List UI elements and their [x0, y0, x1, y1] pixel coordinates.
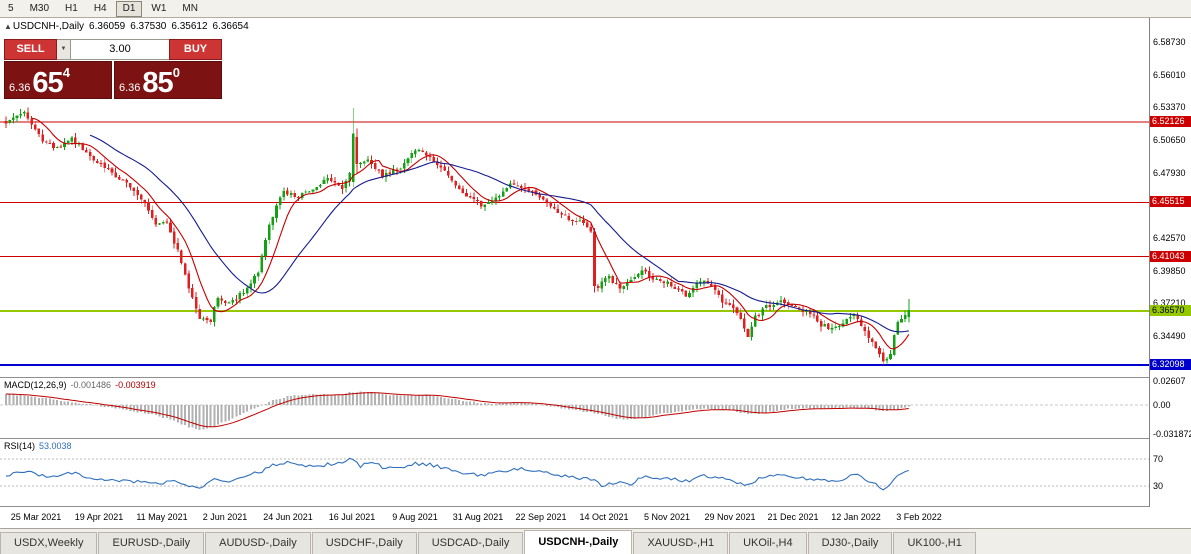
one-click-trading-panel: SELL ▼ 3.00 BUY 6.36 65 4 6.36 85 0: [4, 39, 222, 99]
dropdown-arrow-icon: ▼: [60, 46, 67, 52]
time-axis-label: 5 Nov 2021: [643, 512, 691, 522]
timeframe-button-mn[interactable]: MN: [182, 2, 198, 14]
price-axis-tick: 6.39850: [1153, 266, 1186, 276]
price-axis[interactable]: 6.58730 6.56010 6.53370 6.50650 6.47930 6.425…: [1149, 18, 1191, 507]
timeframe-button-h1[interactable]: H1: [65, 2, 78, 14]
price-axis-tick: 6.42570: [1153, 233, 1186, 243]
timeframe-button-d1[interactable]: D1: [115, 0, 143, 17]
tab-dj30-daily[interactable]: DJ30-,Daily: [807, 532, 893, 554]
panel-splitter[interactable]: [0, 438, 1191, 439]
rsi-axis-tick: 30: [1153, 481, 1164, 491]
time-axis-label: 14 Oct 2021: [579, 512, 629, 522]
chart-symbol-label: USDCNH-,Daily: [12, 21, 85, 32]
chart-title: ▲USDCNH-,Daily 6.36059 6.37530 6.35612 6.366…: [4, 21, 249, 32]
macd-name: MACD(12,26,9): [4, 380, 67, 390]
macd-panel[interactable]: MACD(12,26,9) -0.001486 -0.003919: [0, 378, 1149, 438]
rsi-chart: [0, 457, 1149, 491]
buy-button[interactable]: BUY: [169, 39, 222, 60]
macd-signal-line: [5, 392, 909, 428]
candlestick-chart[interactable]: [0, 18, 1149, 377]
rsi-name: RSI(14): [4, 441, 36, 451]
buy-price-point: 0: [172, 65, 180, 80]
macd-axis-tick: -0.031872: [1153, 429, 1191, 439]
rsi-label: RSI(14) 53.0038: [4, 441, 76, 451]
time-axis-label: 19 Apr 2021: [74, 512, 124, 522]
macd-label: MACD(12,26,9) -0.001486 -0.003919: [4, 380, 160, 390]
tab-usdcnh-daily[interactable]: USDCNH-,Daily: [524, 530, 633, 554]
ma-slow-line: [89, 134, 909, 333]
time-axis-label: 3 Feb 2022: [896, 512, 942, 522]
rsi-line: [5, 457, 909, 491]
rsi-panel[interactable]: RSI(14) 53.0038: [0, 439, 1149, 506]
price-axis-tick: 6.50650: [1153, 135, 1186, 145]
ohlc-low: 6.35612: [171, 21, 208, 32]
macd-chart: [0, 391, 1149, 431]
ohlc-open: 6.36059: [89, 21, 126, 32]
price-axis-tick: 6.47930: [1153, 168, 1186, 178]
time-axis-label: 31 Aug 2021: [452, 512, 504, 522]
candles-layer: [4, 107, 911, 365]
macd-axis-tick: 0.02607: [1153, 376, 1186, 386]
price-chart-panel[interactable]: ▲USDCNH-,Daily 6.36059 6.37530 6.35612 6.366…: [0, 18, 1149, 377]
tab-usdchf-daily[interactable]: USDCHF-,Daily: [311, 532, 417, 554]
time-axis-label: 2 Jun 2021: [202, 512, 248, 522]
ohlc-high: 6.37530: [130, 21, 167, 32]
buy-price-display[interactable]: 6.36 85 0: [114, 61, 222, 99]
timeframe-button-5[interactable]: 5: [8, 2, 14, 14]
price-level-badge: 6.45515: [1150, 196, 1191, 207]
time-axis-label: 24 Jun 2021: [263, 512, 313, 522]
tab-xauusd-h1[interactable]: XAUUSD-,H1: [633, 532, 729, 554]
time-axis-label: 22 Sep 2021: [515, 512, 567, 522]
macd-main-value: -0.001486: [70, 380, 112, 390]
buy-price-prefix: 6.36: [119, 82, 141, 94]
sell-price-prefix: 6.36: [9, 82, 31, 94]
ma-fast-line: [31, 117, 910, 350]
volume-input[interactable]: 3.00: [71, 39, 169, 60]
time-axis-label: 9 Aug 2021: [392, 512, 438, 522]
buy-price-pips: 85: [142, 67, 173, 99]
tab-uk100-h1[interactable]: UK100-,H1: [893, 532, 976, 554]
sell-price-pips: 65: [32, 67, 63, 99]
timeframe-button-w1[interactable]: W1: [151, 2, 167, 14]
macd-histogram: [5, 391, 910, 431]
time-axis-label: 25 Mar 2021: [10, 512, 62, 522]
volume-dropdown-button[interactable]: ▼: [57, 39, 71, 60]
tab-usdx-weekly[interactable]: USDX,Weekly: [0, 532, 98, 554]
chart-tabs-bar: USDX,Weekly EURUSD-,Daily AUDUSD-,Daily USD…: [0, 528, 1191, 554]
time-axis-label: 16 Jul 2021: [328, 512, 376, 522]
macd-axis-tick: 0.00: [1153, 400, 1171, 410]
price-axis-tick: 6.37210: [1153, 298, 1186, 308]
ohlc-close: 6.36654: [212, 21, 249, 32]
time-axis[interactable]: 25 Mar 2021 19 Apr 2021 11 May 2021 2 Jun 2…: [0, 507, 1191, 528]
time-axis-label: 11 May 2021: [136, 512, 188, 522]
price-level-badge: 6.41043: [1150, 251, 1191, 262]
timeframe-button-m30[interactable]: M30: [29, 2, 50, 14]
time-axis-label: 12 Jan 2022: [831, 512, 881, 522]
price-axis-tick: 6.53370: [1153, 102, 1186, 112]
panel-splitter[interactable]: [0, 506, 1191, 507]
chart-marker-icon: ▲: [4, 22, 12, 31]
price-level-badge: 6.36570: [1150, 305, 1191, 316]
timeframe-button-h4[interactable]: H4: [93, 2, 107, 14]
tab-ukoil-h4[interactable]: UKOil-,H4: [729, 532, 807, 554]
rsi-axis-tick: 70: [1153, 454, 1164, 464]
panel-splitter[interactable]: [0, 377, 1191, 378]
price-axis-tick: 6.58730: [1153, 37, 1186, 47]
price-axis-tick: 6.56010: [1153, 70, 1186, 80]
sell-button[interactable]: SELL: [4, 39, 57, 60]
tab-eurusd-daily[interactable]: EURUSD-,Daily: [98, 532, 205, 554]
macd-signal-value: -0.003919: [115, 380, 156, 390]
rsi-current-value: 53.0038: [39, 441, 72, 451]
time-axis-label: 29 Nov 2021: [704, 512, 756, 522]
price-level-badge: 6.52126: [1150, 116, 1191, 127]
sell-price-point: 4: [62, 65, 70, 80]
price-axis-tick: 6.34490: [1153, 331, 1186, 341]
time-axis-label: 21 Dec 2021: [767, 512, 819, 522]
sell-price-display[interactable]: 6.36 65 4: [4, 61, 112, 99]
tab-usdcad-daily[interactable]: USDCAD-,Daily: [417, 532, 524, 554]
timeframe-toolbar: 5 M30 H1 H4 D1 W1 MN: [0, 0, 1191, 18]
price-level-badge: 6.32098: [1150, 359, 1191, 370]
tab-audusd-daily[interactable]: AUDUSD-,Daily: [205, 532, 311, 554]
